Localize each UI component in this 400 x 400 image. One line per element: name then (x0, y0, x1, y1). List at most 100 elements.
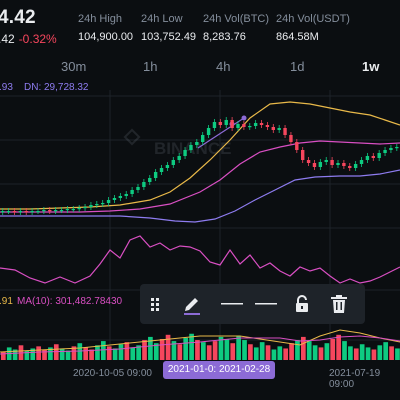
candle-body (318, 162, 323, 167)
candle-body (371, 156, 375, 158)
stat-value-24h-vol-usdt: 864.58M (276, 31, 319, 43)
volume-bar (348, 346, 353, 360)
candle-body (271, 127, 275, 130)
volume-bar (383, 342, 389, 360)
candle-body (265, 125, 270, 127)
volume-bar (159, 339, 165, 360)
crosshair-date-range[interactable]: 2021-01-0: 2021-02-28 (163, 361, 275, 379)
volume-bar (195, 340, 200, 360)
candle-body (301, 150, 305, 160)
volume-bar (371, 349, 377, 360)
candle-body (306, 160, 311, 163)
volume-bar (218, 336, 224, 360)
last-price-secondary: .42 (0, 32, 15, 46)
candle-body (348, 166, 352, 168)
candle-body (101, 203, 105, 205)
candlesticks (1, 117, 399, 215)
price-secondary: .42-0.32% (0, 32, 57, 46)
candle-body (171, 160, 175, 165)
volume-bar (142, 340, 147, 360)
tab-1w[interactable]: 1w (362, 59, 380, 74)
drawing-toolbar (140, 284, 365, 324)
candle-body (83, 207, 87, 209)
candle-body (6, 211, 11, 213)
stat-label-24h-low: 24h Low (141, 13, 183, 25)
candle-body (1, 211, 5, 213)
candle-body (59, 210, 64, 212)
tab-1h[interactable]: 1h (143, 59, 158, 74)
boll-mid-line (0, 140, 400, 213)
line-icon[interactable] (220, 284, 244, 324)
stat-value-24h-high: 104,900.00 (78, 31, 134, 43)
candle-body (342, 163, 346, 166)
candle-body (36, 211, 40, 213)
volume-bar (171, 341, 177, 360)
drag-handle-icon[interactable] (146, 284, 164, 324)
volume-bar (318, 347, 324, 360)
volume-bar (183, 337, 189, 360)
volume-bar (236, 335, 241, 360)
candle-body (165, 165, 170, 168)
volume-bar (330, 339, 336, 360)
candle-body (218, 122, 223, 125)
volume-bar (342, 341, 347, 360)
stat-value-24h-low: 103,752.49 (141, 31, 197, 43)
volume-bar (71, 346, 77, 360)
volume-bar (365, 347, 371, 360)
volume-bar (130, 347, 136, 360)
volume-bar (89, 349, 94, 360)
candle-body (242, 124, 246, 127)
volume-ma-yellow (0, 329, 400, 353)
candle-body (312, 163, 317, 167)
pencil-icon[interactable] (180, 284, 204, 324)
candle-body (12, 211, 17, 213)
candle-body (153, 172, 158, 178)
candle-body (148, 178, 152, 182)
volume-bar (153, 343, 159, 360)
volume-bar (230, 343, 236, 360)
volume-bar (324, 343, 330, 360)
line-icon[interactable] (254, 284, 278, 324)
watermark-text: BINANCE (154, 139, 231, 158)
candle-body (53, 210, 58, 212)
volume-bar (306, 341, 312, 360)
candle-body (48, 210, 52, 212)
volume-bar (189, 333, 194, 360)
tab-1d[interactable]: 1d (290, 59, 305, 74)
candle-body (324, 160, 328, 162)
volume-bar (265, 345, 271, 360)
volume-bar (224, 339, 230, 360)
stat-value-24h-vol-btc: 8,283.76 (203, 31, 246, 43)
candle-body (283, 128, 287, 135)
volume-bar (136, 345, 141, 360)
volume-bars (1, 333, 400, 360)
volume-bar (377, 345, 383, 360)
candle-body (383, 150, 387, 153)
volume-bar (165, 334, 171, 360)
ma-fragment: .91 (0, 296, 13, 307)
candle-body (65, 209, 70, 211)
tab-4h[interactable]: 4h (216, 59, 231, 74)
volume-bar (53, 344, 59, 360)
volume-bar (112, 348, 118, 360)
candle-body (259, 123, 264, 125)
volume-bar (395, 348, 400, 360)
unlock-icon[interactable] (292, 284, 312, 324)
trash-icon[interactable] (329, 284, 349, 324)
volume-bar (12, 349, 18, 360)
volume-bar (59, 348, 65, 360)
candle-body (30, 211, 34, 213)
candle-body (18, 211, 23, 213)
volume-bar (248, 344, 253, 360)
candle-body (206, 128, 211, 135)
volume-bar (42, 349, 47, 360)
candle-body (42, 210, 46, 212)
volume-bar (289, 343, 294, 360)
volume-bar (271, 349, 277, 360)
volume-bar (259, 342, 265, 360)
volume-bar (48, 347, 53, 360)
candle-body (236, 124, 240, 128)
candle-body (365, 156, 370, 160)
tab-30m[interactable]: 30m (61, 59, 87, 74)
